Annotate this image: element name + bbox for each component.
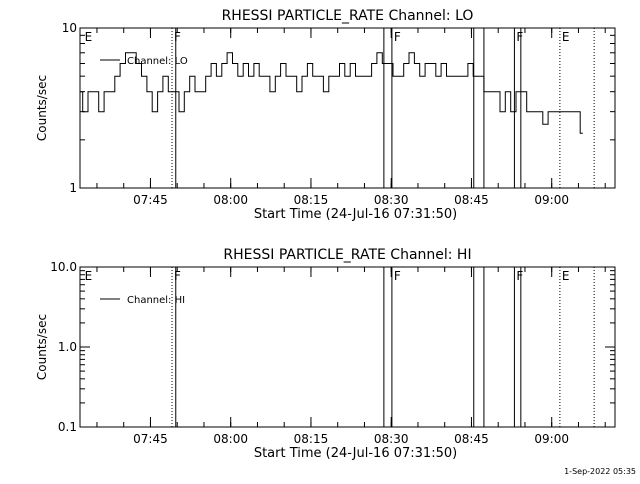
x-tick-label: 09:00 bbox=[534, 432, 569, 446]
x-tick-label: 07:45 bbox=[133, 193, 168, 207]
x-axis-label: Start Time (24-Jul-16 07:31:50) bbox=[254, 446, 457, 461]
x-tick-label: 09:00 bbox=[534, 193, 569, 207]
x-tick-label: 08:30 bbox=[374, 193, 409, 207]
footer-timestamp: 1-Sep-2022 05:35 bbox=[564, 467, 636, 476]
flag-label-f: F bbox=[516, 269, 523, 283]
x-tick-label: 07:45 bbox=[133, 432, 168, 446]
y-axis-label: Counts/sec bbox=[35, 75, 49, 141]
series-line-0 bbox=[80, 52, 583, 134]
chart-title: RHESSI PARTICLE_RATE Channel: LO bbox=[222, 8, 474, 24]
y-tick-label: 0.1 bbox=[58, 420, 77, 434]
flag-label-f: F bbox=[174, 30, 181, 44]
flag-label-e: E bbox=[85, 269, 93, 283]
x-tick-label: 08:00 bbox=[213, 193, 248, 207]
panel-lo: RHESSI PARTICLE_RATE Channel: LO 1 10 Count… bbox=[35, 8, 616, 222]
x-tick-label: 08:45 bbox=[454, 432, 489, 446]
flag-label-e: E bbox=[562, 269, 570, 283]
flag-label-f: F bbox=[394, 30, 401, 44]
x-tick-label: 08:15 bbox=[294, 432, 329, 446]
chart-title: RHESSI PARTICLE_RATE Channel: HI bbox=[223, 247, 471, 263]
flag-label-f: F bbox=[174, 269, 181, 283]
flag-label-e: E bbox=[562, 30, 570, 44]
x-tick-label: 08:00 bbox=[213, 432, 248, 446]
x-tick-label: 08:30 bbox=[374, 432, 409, 446]
legend-label: Channel: HI bbox=[127, 295, 185, 306]
flag-label-e: E bbox=[85, 30, 93, 44]
y-tick-label: 1.0 bbox=[58, 340, 77, 354]
legend-label: Channel: LO bbox=[127, 56, 188, 67]
x-tick-label: 08:45 bbox=[454, 193, 489, 207]
flag-label-f: F bbox=[516, 30, 523, 44]
plot-frame bbox=[79, 27, 616, 189]
y-tick-label: 10.0 bbox=[50, 260, 77, 274]
y-axis-label: Counts/sec bbox=[35, 314, 49, 380]
flag-label-f: F bbox=[394, 269, 401, 283]
y-tick-label: 10 bbox=[62, 21, 77, 35]
x-axis-label: Start Time (24-Jul-16 07:31:50) bbox=[254, 207, 457, 222]
y-tick-label: 1 bbox=[69, 181, 77, 195]
x-tick-label: 08:15 bbox=[294, 193, 329, 207]
plot-frame bbox=[79, 266, 616, 428]
panel-hi: RHESSI PARTICLE_RATE Channel: HI 0.1 1.0 10… bbox=[35, 247, 616, 461]
